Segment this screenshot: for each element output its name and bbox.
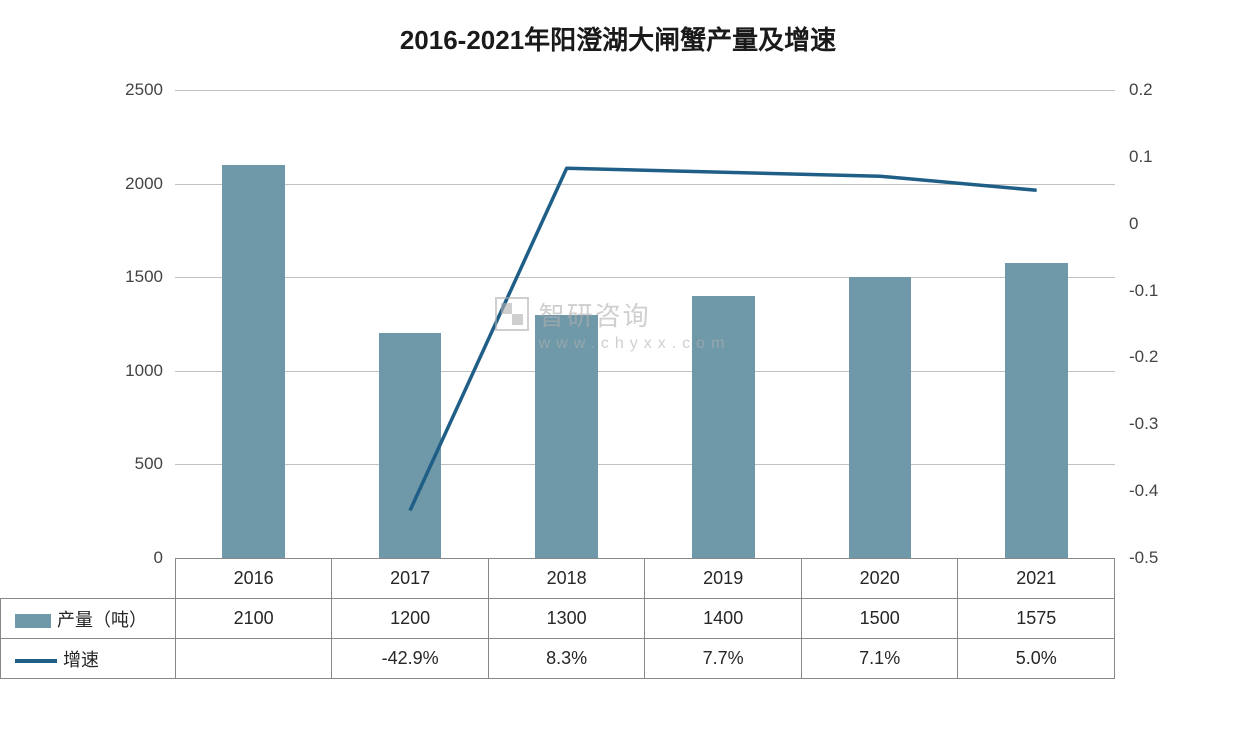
y-right-tick-label: -0.4 [1129, 481, 1158, 501]
y-right-tick-label: 0 [1129, 214, 1138, 234]
table-value-cell: 1300 [488, 599, 645, 639]
chart-title: 2016-2021年阳澄湖大闸蟹产量及增速 [30, 20, 1206, 57]
y-right-tick-label: 0.1 [1129, 147, 1153, 167]
chart-container: 2016-2021年阳澄湖大闸蟹产量及增速 智研咨询 www.chyxx.com… [0, 0, 1236, 746]
y-left-tick-label: 500 [135, 454, 163, 474]
table-value-cell: 1400 [645, 599, 802, 639]
table-value-cell: 7.7% [645, 639, 802, 679]
table-value-cell: 2100 [175, 599, 332, 639]
line-swatch-icon [15, 659, 57, 663]
growth-line [410, 168, 1037, 510]
table-value-cell: 1200 [332, 599, 489, 639]
y-left-tick-label: 1000 [125, 361, 163, 381]
table-value-cell: 1500 [801, 599, 958, 639]
table-row-categories: 201620172018201920202021 [1, 559, 1115, 599]
table-value-cell: 7.1% [801, 639, 958, 679]
y-left-tick-label: 1500 [125, 267, 163, 287]
y-right-tick-label: -0.3 [1129, 414, 1158, 434]
table-value-cell: 5.0% [958, 639, 1115, 679]
y-right-tick-label: -0.2 [1129, 347, 1158, 367]
table-category-cell: 2016 [175, 559, 332, 599]
table-category-cell: 2018 [488, 559, 645, 599]
y-right-tick-label: -0.5 [1129, 548, 1158, 568]
legend-cell-growth: 增速 [1, 639, 176, 679]
table-category-cell: 2019 [645, 559, 802, 599]
line-series-svg [175, 90, 1115, 558]
y-left-tick-label: 0 [154, 548, 163, 568]
legend-label-production: 产量（吨） [57, 610, 147, 630]
y-right-tick-label: -0.1 [1129, 281, 1158, 301]
table-value-cell [175, 639, 332, 679]
y-right-tick-label: 0.2 [1129, 80, 1153, 100]
table-value-cell: 8.3% [488, 639, 645, 679]
table-value-cell: -42.9% [332, 639, 489, 679]
legend-label-growth: 增速 [63, 650, 99, 670]
data-table: 201620172018201920202021 产量（吨） 21001200130… [0, 558, 1115, 679]
table-row-growth: 增速 -42.9%8.3%7.7%7.1%5.0% [1, 639, 1115, 679]
bar-swatch-icon [15, 614, 51, 628]
table-value-cell: 1575 [958, 599, 1115, 639]
legend-cell-production: 产量（吨） [1, 599, 176, 639]
y-left-tick-label: 2000 [125, 174, 163, 194]
table-category-cell: 2020 [801, 559, 958, 599]
table-category-cell: 2017 [332, 559, 489, 599]
table-row-production: 产量（吨） 210012001300140015001575 [1, 599, 1115, 639]
table-category-cell: 2021 [958, 559, 1115, 599]
y-left-tick-label: 2500 [125, 80, 163, 100]
table-corner-cell [1, 559, 176, 599]
